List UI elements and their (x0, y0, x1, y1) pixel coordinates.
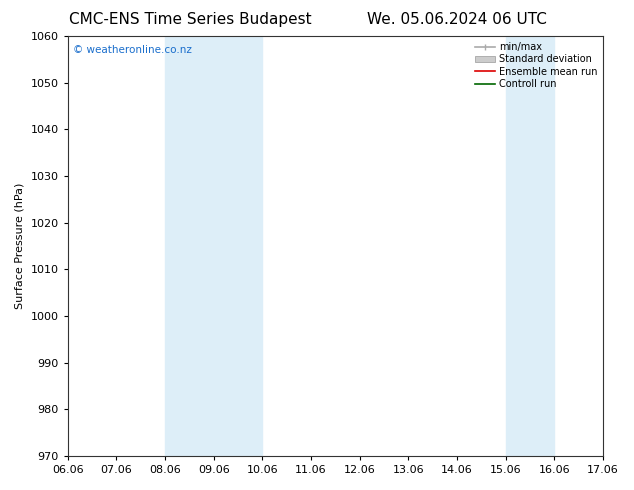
Legend: min/max, Standard deviation, Ensemble mean run, Controll run: min/max, Standard deviation, Ensemble me… (472, 38, 601, 93)
Text: © weatheronline.co.nz: © weatheronline.co.nz (73, 45, 192, 54)
Text: We. 05.06.2024 06 UTC: We. 05.06.2024 06 UTC (366, 12, 547, 27)
Y-axis label: Surface Pressure (hPa): Surface Pressure (hPa) (15, 183, 25, 309)
Text: CMC-ENS Time Series Budapest: CMC-ENS Time Series Budapest (69, 12, 311, 27)
Bar (165, 36, 262, 456)
Bar (506, 36, 555, 456)
